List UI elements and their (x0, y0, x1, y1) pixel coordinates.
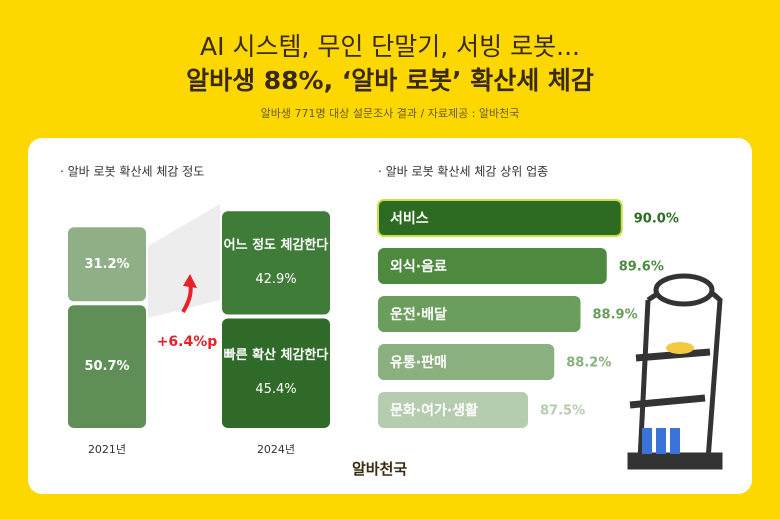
series-label: 어느 정도 체감한다 (223, 237, 329, 253)
subtitle: 알바생 771명 대상 설문조사 결과 / 자료제공 : 알바천국 (261, 106, 520, 120)
value-label: 45.4% (255, 382, 297, 398)
x-tick-label: 2021년 (88, 443, 126, 456)
bar-segment (222, 211, 330, 315)
series-label: 빠른 확산 체감한다 (223, 348, 329, 364)
value-label: 31.2% (84, 257, 129, 272)
chart-title: · 알바 로봇 확산세 체감 정도 (60, 165, 204, 179)
bar-segment (68, 305, 146, 428)
x-tick-label: 2024년 (257, 443, 295, 456)
bottles (642, 428, 680, 454)
value-label: 88.9% (593, 308, 638, 323)
bar (378, 344, 555, 380)
title: 알바생 88%, ‘알바 로봇’ 확산세 체감 (186, 66, 594, 95)
bar-segment (222, 318, 330, 428)
value-label: 88.2% (566, 356, 611, 371)
category-label: 외식·음료 (390, 258, 447, 275)
value-label: 87.5% (540, 404, 585, 419)
connector (148, 204, 220, 318)
chart-title: · 알바 로봇 확산세 체감 상위 업종 (378, 165, 548, 179)
bar (378, 248, 607, 284)
bar (378, 296, 581, 332)
logo: 알바천국 (352, 460, 408, 478)
value-label: 90.0% (634, 212, 679, 227)
arrow-head (183, 274, 197, 288)
title: AI 시스템, 무인 단말기, 서빙 로봇... (200, 32, 580, 61)
bar (378, 392, 528, 428)
annotation: +6.4%p (157, 334, 218, 350)
food (666, 342, 694, 354)
category-label: 서비스 (390, 211, 429, 227)
category-label: 유통·판매 (390, 355, 447, 371)
bar (377, 199, 623, 237)
value-label: 50.7% (84, 359, 129, 374)
value-label: 42.9% (255, 271, 297, 287)
category-label: 운전·배달 (390, 306, 447, 323)
value-label: 89.6% (619, 260, 664, 275)
category-label: 문화·여가·생활 (390, 402, 478, 419)
robot (627, 273, 723, 470)
bar-segment (68, 227, 146, 302)
